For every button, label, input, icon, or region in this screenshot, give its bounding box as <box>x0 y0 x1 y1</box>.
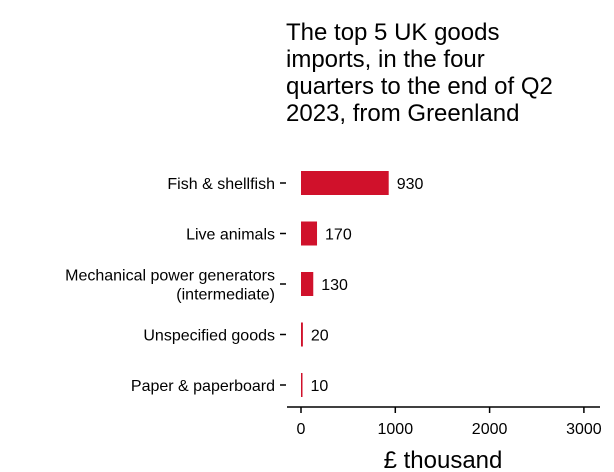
chart-title-line: imports, in the four <box>286 46 485 73</box>
x-tick-label: 1000 <box>378 421 414 438</box>
bar <box>301 322 303 347</box>
chart-title-line: The top 5 UK goods <box>286 19 499 46</box>
x-tick-label: 0 <box>297 421 306 438</box>
bar <box>301 171 389 195</box>
category-label: (intermediate) <box>176 287 275 304</box>
category-label: Paper & paperboard <box>131 378 275 395</box>
data-label: 930 <box>397 176 424 193</box>
category-label: Live animals <box>186 227 275 244</box>
chart-title-line: quarters to the end of Q2 <box>286 73 553 100</box>
x-tick-label: 2000 <box>472 421 508 438</box>
bars <box>301 171 389 397</box>
category-label: Fish & shellfish <box>167 176 275 193</box>
category-labels: Fish & shellfish Live animals Mechanical p… <box>65 176 286 395</box>
data-label: 20 <box>311 328 329 345</box>
value-labels: 930 170 130 20 10 <box>311 176 424 395</box>
data-label: 170 <box>325 227 352 244</box>
bar <box>301 221 318 246</box>
category-label: Unspecified goods <box>143 328 275 345</box>
chart-title-line: 2023, from Greenland <box>286 100 519 127</box>
data-label: 130 <box>321 277 348 294</box>
bar <box>301 373 303 397</box>
x-axis-label: £ thousand <box>384 447 503 472</box>
bar <box>301 272 314 296</box>
category-label: Mechanical power generators <box>65 268 275 285</box>
x-axis: 0 1000 2000 3000 <box>287 406 602 438</box>
x-tick-label: 3000 <box>566 421 602 438</box>
data-label: 10 <box>311 378 329 395</box>
